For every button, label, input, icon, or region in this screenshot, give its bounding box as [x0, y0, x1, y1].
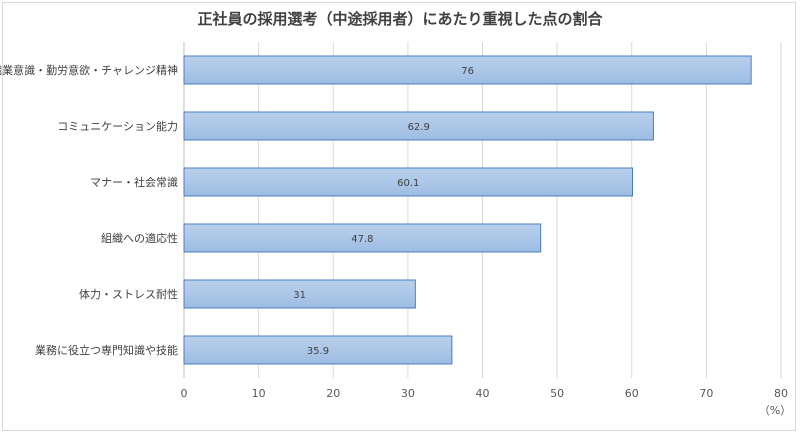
x-tick-label: 80: [774, 387, 788, 400]
bar-value-label: 31: [293, 290, 306, 301]
bar: [183, 111, 654, 141]
chart-title: 正社員の採用選考（中途採用者）にあたり重視した点の割合: [197, 10, 603, 28]
bar: [183, 335, 453, 365]
category-label: コミュニケーション能力: [57, 119, 178, 133]
category-label: 業務に役立つ専門知識や技能: [35, 343, 178, 357]
category-labels: 職業意識・勤労意欲・チャレンジ精神コミュニケーション能力マナー・社会常識組織への…: [0, 63, 178, 357]
x-tick-label: 30: [401, 387, 415, 400]
category-label: 体力・ストレス耐性: [79, 287, 178, 301]
x-unit-label: （%）: [759, 404, 791, 417]
x-tick-labels: 0 10 20 30 40 50 60 70 80: [181, 387, 789, 400]
category-label: マナー・社会常識: [90, 175, 178, 189]
bar-value-label: 62.9: [408, 122, 430, 133]
bar: [183, 167, 633, 197]
bar-value-label: 47.8: [351, 234, 373, 245]
x-tick-label: 0: [181, 387, 188, 400]
gridlines: [183, 42, 782, 378]
bar: [183, 55, 752, 85]
bar: [183, 223, 542, 253]
category-label: 組織への適応性: [101, 231, 178, 245]
bar: [183, 279, 416, 309]
x-tick-label: 50: [550, 387, 564, 400]
x-tick-label: 20: [326, 387, 340, 400]
x-tick-label: 40: [476, 387, 490, 400]
bar-value-label: 76: [461, 66, 474, 77]
x-tick-label: 10: [252, 387, 266, 400]
x-tick-label: 60: [625, 387, 639, 400]
category-label: 職業意識・勤労意欲・チャレンジ精神: [0, 63, 178, 77]
bar-value-label: 35.9: [307, 346, 329, 357]
bars: 76 62.9 60.1 47.8 31 35.9: [183, 55, 752, 365]
x-tick-label: 70: [699, 387, 713, 400]
bar-value-label: 60.1: [397, 178, 419, 189]
